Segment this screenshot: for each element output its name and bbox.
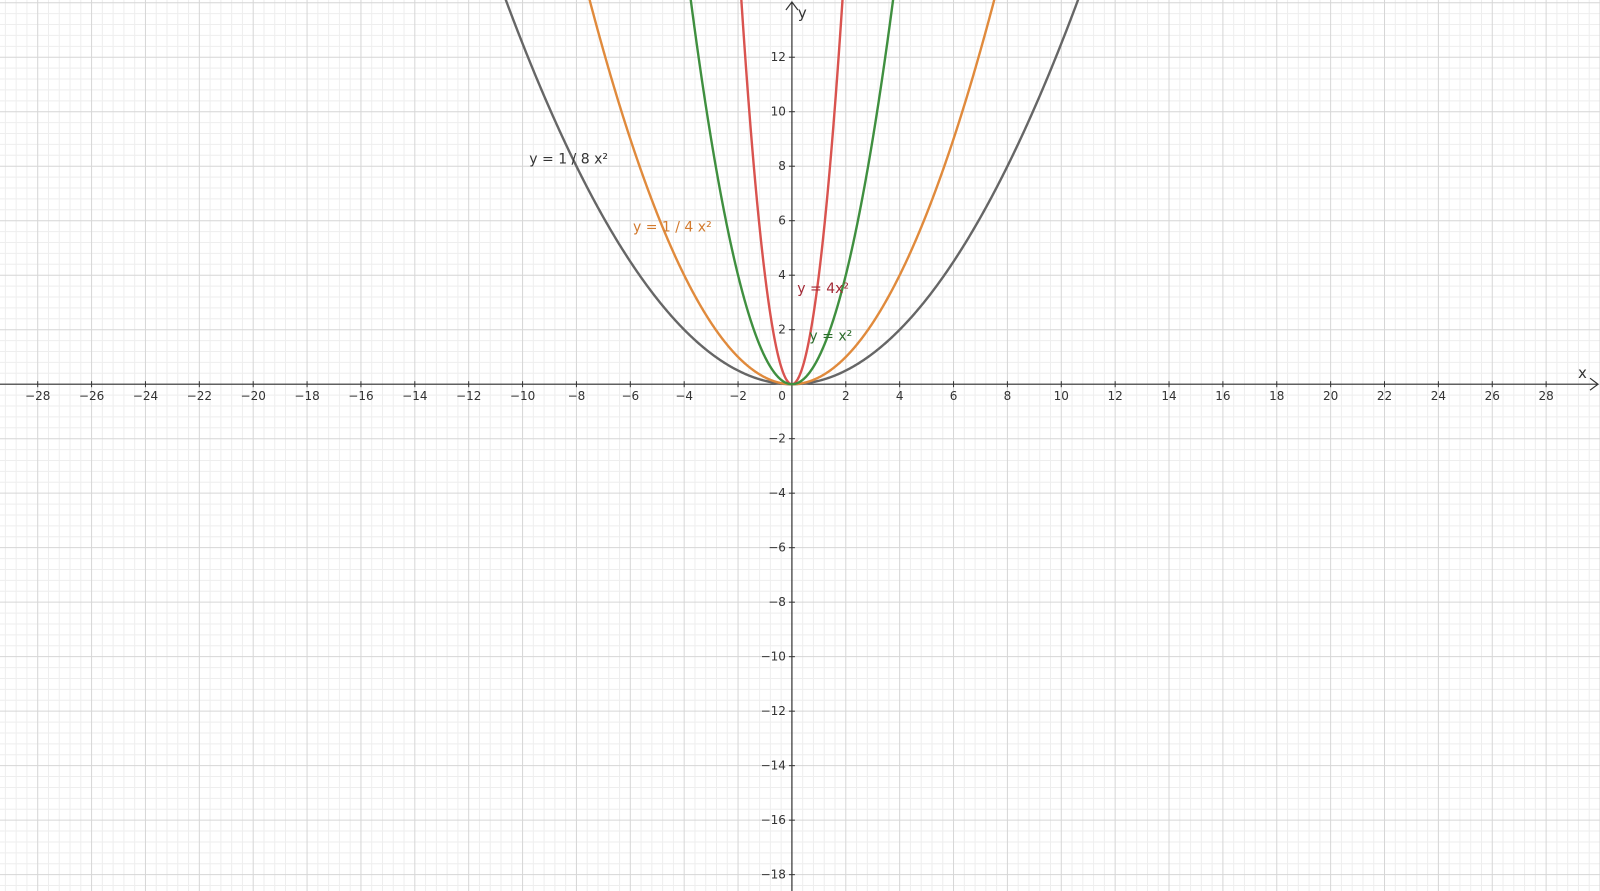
x-tick-label: −28 [25,389,50,403]
x-tick-label: 20 [1323,389,1338,403]
y-tick-label: 8 [778,159,786,173]
x-tick-label: 10 [1054,389,1069,403]
x-tick-label: −14 [402,389,427,403]
x-tick-label: 16 [1215,389,1230,403]
y-tick-label: 4 [778,268,786,282]
y-tick-label: −4 [768,486,786,500]
x-tick-label: −22 [187,389,212,403]
y-tick-label: −2 [768,432,786,446]
y-tick-label: 6 [778,214,786,228]
x-tick-label: 8 [1004,389,1012,403]
curve-labels: y = 1 / 8 x² y = 1 / 4 x² y = 4x² y = x² [529,151,852,344]
x-tick-label: 12 [1108,389,1123,403]
origin-label: 0 [778,389,786,403]
x-tick-label: 6 [950,389,958,403]
y-tick-label: 12 [771,50,786,64]
x-tick-label: 22 [1377,389,1392,403]
curve-label-2: y = 1 / 4 x² [633,220,712,236]
x-tick-label: −2 [729,389,747,403]
x-tick-label: 24 [1431,389,1446,403]
y-tick-labels: −18 −16 −14 −12 −10 −8 −6 −4 −2 2 4 6 8 10 12 [761,50,795,882]
x-axis-label: x [1578,364,1587,382]
y-axis-arrowhead [785,0,799,11]
y-tick-label: 2 [778,323,786,337]
curve-label-4: y = x² [809,329,852,345]
x-tick-label: −8 [568,389,586,403]
curve-series-4[interactable] [687,0,896,386]
y-tick-label: −14 [761,759,786,773]
x-axis-arrowhead [1589,377,1599,391]
curve-label-3: y = 4x² [797,281,849,297]
y-tick-label: 10 [771,105,786,119]
x-tick-label: 4 [896,389,904,403]
y-tick-label: −16 [761,813,786,827]
y-axis-label: y [798,4,807,22]
x-tick-labels: −28 −26 −24 −22 −20 −18 −16 −14 −12 −10 −8 −6 −4 −2 2 4… [25,381,1554,403]
x-tick-label: −12 [456,389,481,403]
y-tick-label: −8 [768,595,786,609]
x-tick-label: 2 [842,389,850,403]
x-tick-label: 26 [1485,389,1500,403]
y-tick-label: −18 [761,868,786,882]
x-tick-label: 18 [1269,389,1284,403]
x-tick-label: 28 [1538,389,1553,403]
x-tick-label: −26 [79,389,104,403]
y-tick-label: −12 [761,704,786,718]
x-tick-label: −24 [133,389,158,403]
x-tick-label: −4 [675,389,693,403]
curves [504,0,1080,386]
x-tick-label: −16 [348,389,373,403]
x-tick-label: −6 [621,389,639,403]
x-tick-label: 14 [1161,389,1176,403]
curve-label-1: y = 1 / 8 x² [529,151,608,167]
x-tick-label: −18 [294,389,319,403]
y-tick-label: −10 [761,650,786,664]
x-tick-label: −20 [241,389,266,403]
x-tick-label: −10 [510,389,535,403]
y-tick-label: −6 [768,541,786,555]
